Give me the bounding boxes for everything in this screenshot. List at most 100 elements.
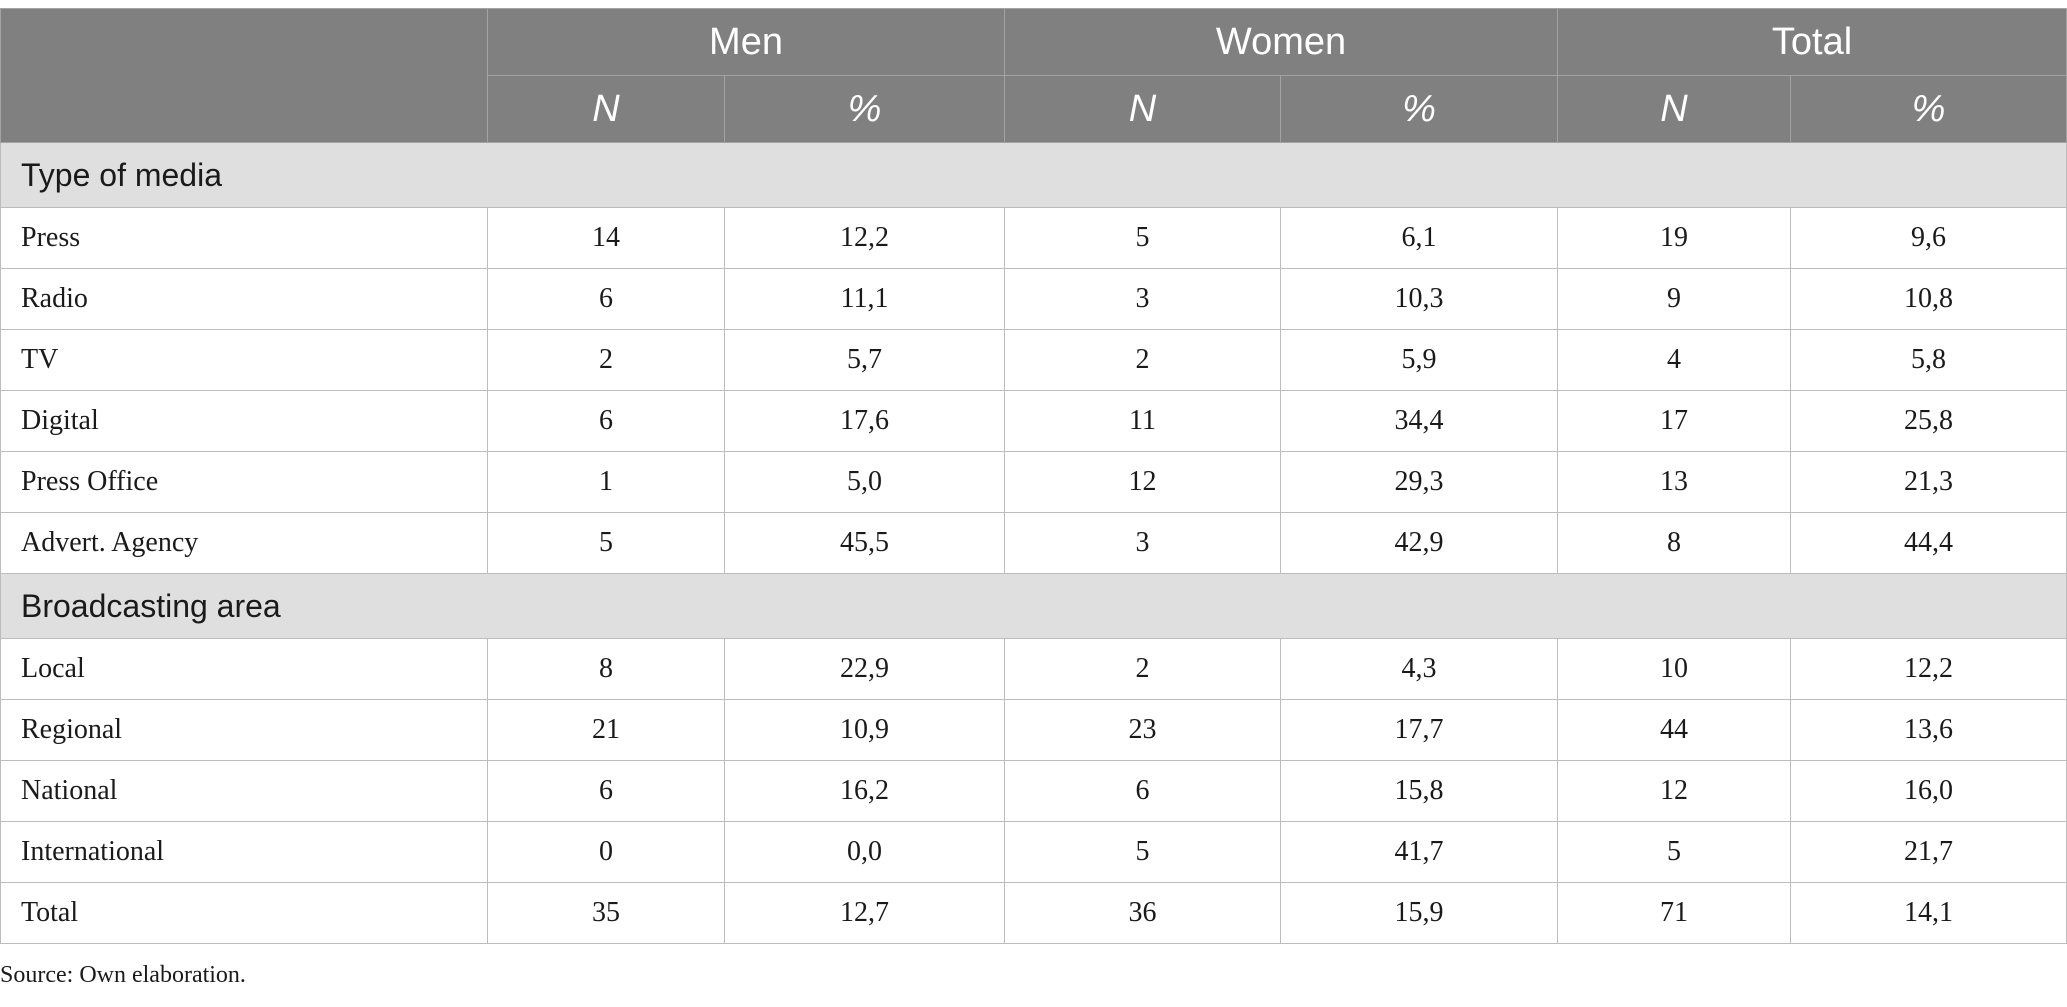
- table-cell: 3: [1004, 268, 1282, 330]
- table-cell: 2: [1004, 638, 1282, 700]
- table-cell: 6,1: [1280, 207, 1559, 269]
- header-sub-men-n: N: [487, 75, 725, 143]
- row-label: National: [0, 760, 488, 822]
- table-row: International 0 0,0 5 41,7 5 21,7: [0, 821, 2067, 883]
- table-cell: 15,8: [1280, 760, 1559, 822]
- table-row: Press 14 12,2 5 6,1 19 9,6: [0, 207, 2067, 269]
- table-cell: 15,9: [1280, 882, 1559, 944]
- table-row: National 6 16,2 6 15,8 12 16,0: [0, 760, 2067, 822]
- row-label: Press Office: [0, 451, 488, 513]
- table-row: TV 2 5,7 2 5,9 4 5,8: [0, 329, 2067, 391]
- table-cell: 12: [1004, 451, 1282, 513]
- table-cell: 14: [487, 207, 725, 269]
- table-cell: 11,1: [723, 268, 1006, 330]
- table-row: Regional 21 10,9 23 17,7 44 13,6: [0, 699, 2067, 761]
- row-label: Advert. Agency: [0, 512, 488, 574]
- table-cell: 12: [1557, 760, 1792, 822]
- table-cell: 19: [1557, 207, 1792, 269]
- table-cell: 10,3: [1280, 268, 1559, 330]
- table-cell: 5: [1004, 821, 1282, 883]
- table-cell: 16,0: [1790, 760, 2067, 822]
- header-corner: [0, 8, 488, 143]
- table-cell: 5,8: [1790, 329, 2067, 391]
- table-cell: 11: [1004, 390, 1282, 452]
- table-cell: 10,8: [1790, 268, 2067, 330]
- table-cell: 34,4: [1280, 390, 1559, 452]
- row-label: Local: [0, 638, 488, 700]
- table-cell: 10: [1557, 638, 1792, 700]
- row-label: Radio: [0, 268, 488, 330]
- row-label: TV: [0, 329, 488, 391]
- table-cell: 1: [487, 451, 725, 513]
- table-cell: 9: [1557, 268, 1792, 330]
- header-group-row: Men Women Total: [0, 8, 2067, 143]
- header-group-men: Men: [486, 8, 1006, 76]
- table-cell: 44: [1557, 699, 1792, 761]
- section-row: Broadcasting area: [0, 573, 2067, 639]
- header-sub-total-n: N: [1557, 75, 1792, 143]
- table-cell: 10,9: [723, 699, 1006, 761]
- table-cell: 17: [1557, 390, 1792, 452]
- table-cell: 41,7: [1280, 821, 1559, 883]
- table-cell: 14,1: [1790, 882, 2067, 944]
- header-subcolumn-row: N % N % N %: [1, 75, 2067, 143]
- table-container: Men Women Total N % N % N % Type of medi…: [0, 8, 2067, 944]
- table-cell: 5,0: [723, 451, 1006, 513]
- table-cell: 9,6: [1790, 207, 2067, 269]
- header-sub-women-n: N: [1004, 75, 1282, 143]
- header-group-women: Women: [1004, 8, 1559, 76]
- table-cell: 8: [487, 638, 725, 700]
- header-group-total: Total: [1557, 8, 2067, 76]
- table-cell: 0: [487, 821, 725, 883]
- header-sub-women-pct: %: [1280, 75, 1559, 143]
- table-cell: 6: [487, 760, 725, 822]
- source-note: Source: Own elaboration.: [0, 962, 246, 988]
- table-header: Men Women Total N % N % N %: [0, 8, 2067, 143]
- table-cell: 0,0: [723, 821, 1006, 883]
- table-cell: 12,7: [723, 882, 1006, 944]
- table-row: Digital 6 17,6 11 34,4 17 25,8: [0, 390, 2067, 452]
- table-cell: 5,7: [723, 329, 1006, 391]
- table-row: Total 35 12,7 36 15,9 71 14,1: [0, 882, 2067, 944]
- table-cell: 25,8: [1790, 390, 2067, 452]
- table-cell: 17,6: [723, 390, 1006, 452]
- table-cell: 5: [1004, 207, 1282, 269]
- table-cell: 21,7: [1790, 821, 2067, 883]
- table-body: Type of media Press 14 12,2 5 6,1 19 9,6 Radio 6 1…: [0, 142, 2067, 944]
- table-cell: 12,2: [723, 207, 1006, 269]
- table-cell: 8: [1557, 512, 1792, 574]
- table-cell: 21,3: [1790, 451, 2067, 513]
- table-cell: 6: [1004, 760, 1282, 822]
- table-cell: 5,9: [1280, 329, 1559, 391]
- row-label: Regional: [0, 699, 488, 761]
- table-cell: 2: [487, 329, 725, 391]
- table-cell: 5: [487, 512, 725, 574]
- data-table: Men Women Total N % N % N % Type of medi…: [0, 8, 2067, 944]
- table-cell: 36: [1004, 882, 1282, 944]
- table-cell: 22,9: [723, 638, 1006, 700]
- table-row: Press Office 1 5,0 12 29,3 13 21,3: [0, 451, 2067, 513]
- table-cell: 45,5: [723, 512, 1006, 574]
- table-cell: 6: [487, 268, 725, 330]
- table-row: Radio 6 11,1 3 10,3 9 10,8: [0, 268, 2067, 330]
- row-label: International: [0, 821, 488, 883]
- table-cell: 4,3: [1280, 638, 1559, 700]
- section-title: Type of media: [0, 142, 2067, 208]
- table-cell: 3: [1004, 512, 1282, 574]
- table-cell: 71: [1557, 882, 1792, 944]
- table-cell: 4: [1557, 329, 1792, 391]
- table-row: Local 8 22,9 2 4,3 10 12,2: [0, 638, 2067, 700]
- table-cell: 29,3: [1280, 451, 1559, 513]
- table-cell: 17,7: [1280, 699, 1559, 761]
- row-label: Press: [0, 207, 488, 269]
- table-cell: 21: [487, 699, 725, 761]
- table-row: Advert. Agency 5 45,5 3 42,9 8 44,4: [0, 512, 2067, 574]
- table-cell: 5: [1557, 821, 1792, 883]
- header-sub-total-pct: %: [1790, 75, 2067, 143]
- section-row: Type of media: [0, 142, 2067, 208]
- row-label: Total: [0, 882, 488, 944]
- table-cell: 13: [1557, 451, 1792, 513]
- table-cell: 6: [487, 390, 725, 452]
- table-cell: 23: [1004, 699, 1282, 761]
- header-sub-men-pct: %: [723, 75, 1006, 143]
